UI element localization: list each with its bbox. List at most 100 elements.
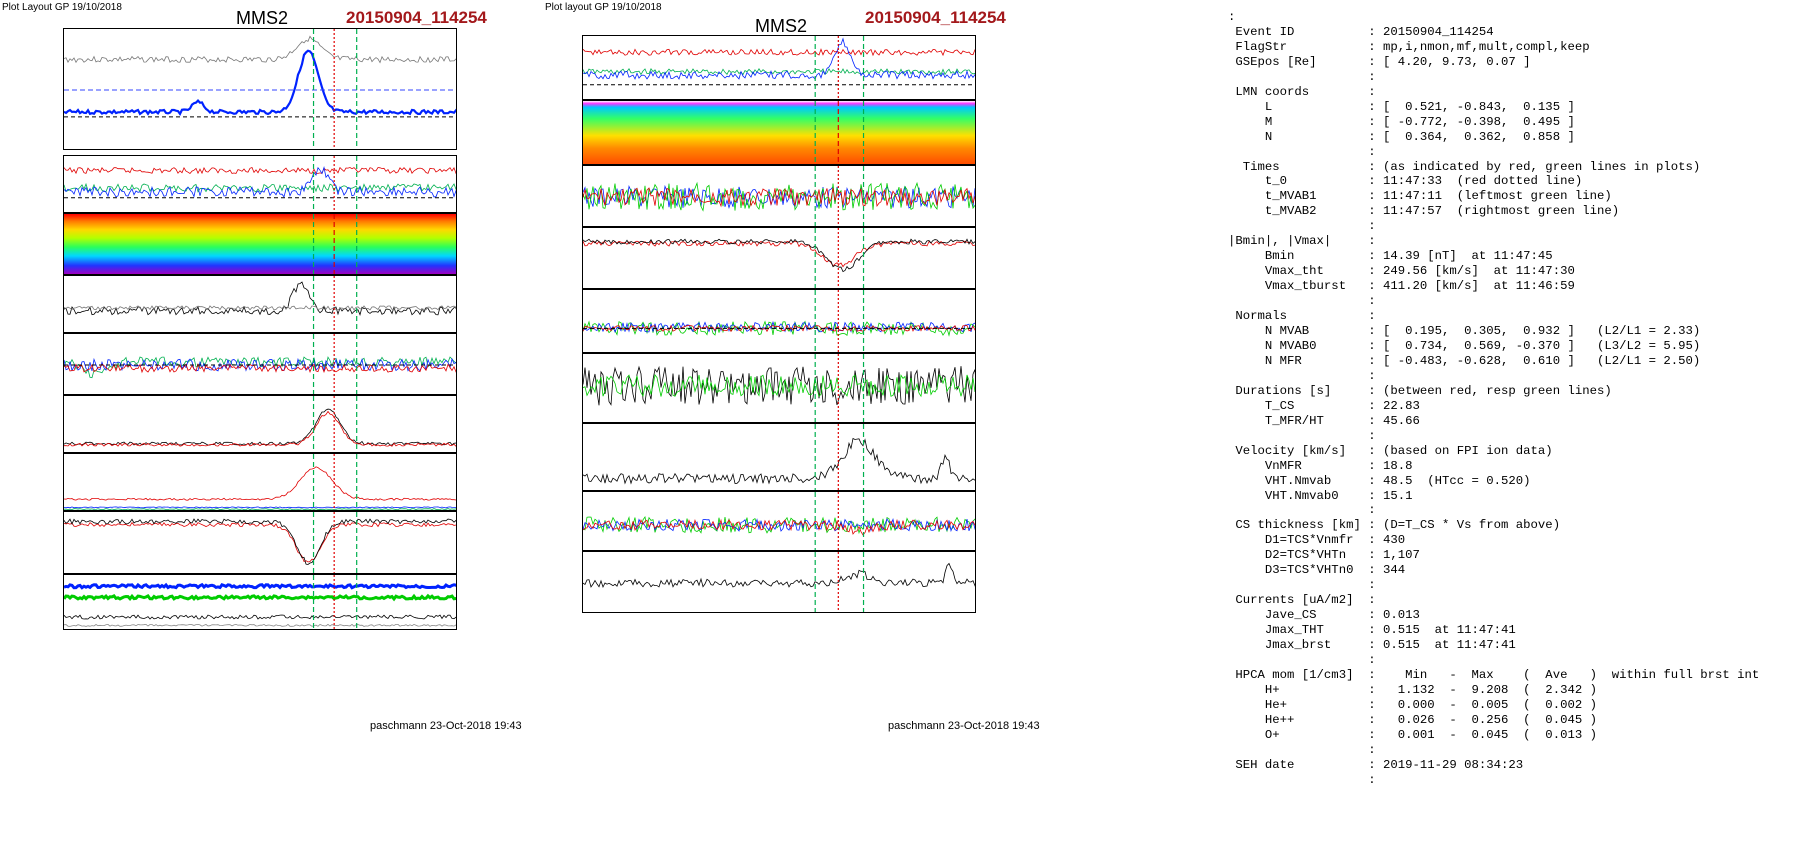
info-line: D3=TCS*VHTn0 : 344 <box>1228 563 1406 578</box>
left-header-note: Plot Layout GP 19/10/2018 <box>2 2 122 13</box>
info-line: GSEpos [Re] : [ 4.20, 9.73, 0.07 ] <box>1228 54 1531 69</box>
info-line: Vmax_tht : 249.56 [km/s] at 11:47:30 <box>1228 264 1575 279</box>
info-line: Normals : <box>1228 309 1376 324</box>
series-line <box>583 365 975 406</box>
info-line: FlagStr : mp,i,nmon,mf,mult,compl,keep <box>1228 39 1590 54</box>
series-line <box>64 49 456 117</box>
chart-panel <box>63 574 457 630</box>
left-event-title: 20150904_114254 <box>346 8 487 27</box>
info-line: |Bmin|, |Vmax| : <box>1228 234 1376 249</box>
info-line: : <box>1228 503 1376 518</box>
panel-traces <box>583 424 975 490</box>
series-line <box>583 437 975 485</box>
chart-panel <box>63 511 457 574</box>
info-line: D1=TCS*Vnmfr : 430 <box>1228 533 1406 548</box>
middle-footer: paschmann 23-Oct-2018 19:43 <box>888 720 1040 732</box>
chart-panel <box>582 100 976 165</box>
series-line <box>583 518 975 536</box>
info-line: Currents [uA/m2] : <box>1228 593 1376 608</box>
chart-panel <box>582 491 976 551</box>
info-line: : <box>1228 772 1376 787</box>
series-line <box>583 187 975 208</box>
chart-panel <box>63 28 457 150</box>
info-line: M : [ -0.772, -0.398, 0.495 ] <box>1228 114 1575 129</box>
series-line <box>64 357 456 372</box>
series-line <box>64 166 456 175</box>
panel-traces <box>583 354 975 422</box>
info-line: t_0 : 11:47:33 (red dotted line) <box>1228 174 1583 189</box>
panel-traces <box>64 276 456 332</box>
chart-panel <box>582 227 976 289</box>
info-line: Jmax_brst : 0.515 at 11:47:41 <box>1228 638 1516 653</box>
panel-traces <box>64 512 456 573</box>
chart-panel <box>582 551 976 613</box>
panel-traces <box>583 290 975 352</box>
info-line: He++ : 0.026 - 0.256 ( 0.045 ) <box>1228 712 1597 727</box>
series-line <box>583 48 975 57</box>
chart-panel <box>63 453 457 511</box>
chart-panel <box>582 35 976 100</box>
series-line <box>64 521 456 563</box>
panel-traces <box>583 228 975 288</box>
panel-traces <box>583 166 975 226</box>
info-line: : <box>1228 652 1376 667</box>
info-line: N MFR : [ -0.483, -0.628, 0.610 ] (L2/L1… <box>1228 353 1701 368</box>
series-line <box>64 35 456 64</box>
info-line: HPCA mom [1/cm3] : Min - Max ( Ave ) wit… <box>1228 667 1760 682</box>
series-line <box>64 408 456 446</box>
chart-panel <box>63 155 457 213</box>
middle-spacecraft-title: MMS2 <box>755 16 808 36</box>
info-line: Velocity [km/s] : (based on FPI ion data… <box>1228 443 1553 458</box>
middle-header-note: Plot layout GP 19/10/2018 <box>545 2 662 13</box>
chart-panel <box>582 423 976 491</box>
info-line: L : [ 0.521, -0.843, 0.135 ] <box>1228 99 1575 114</box>
series-line <box>583 238 975 273</box>
chart-panel <box>63 333 457 395</box>
info-line: t_MVAB1 : 11:47:11 (leftmost green line) <box>1228 189 1612 204</box>
series-line <box>64 508 456 510</box>
panel-traces <box>64 29 456 149</box>
series-line <box>64 281 456 316</box>
left-figure: Plot Layout GP 19/10/2018 MMS2 20150904_… <box>0 0 545 841</box>
spectrogram-overlay <box>814 101 865 164</box>
series-line <box>64 623 456 627</box>
series-line <box>64 165 456 198</box>
panel-traces <box>64 396 456 452</box>
info-line: T_CS : 22.83 <box>1228 398 1420 413</box>
chart-panel <box>582 353 976 423</box>
panel-traces <box>64 156 456 212</box>
info-line: D2=TCS*VHTn : 1,107 <box>1228 548 1420 563</box>
event-info-text: : Event ID : 20150904_114254 FlagStr : m… <box>1228 10 1759 788</box>
panel-traces <box>64 575 456 629</box>
series-line <box>583 240 975 268</box>
series-line <box>583 562 975 589</box>
info-line: Event ID : 20150904_114254 <box>1228 24 1494 39</box>
series-line <box>64 410 456 447</box>
info-line: H+ : 1.132 - 9.208 ( 2.342 ) <box>1228 682 1597 697</box>
panel-traces <box>583 36 975 99</box>
panel-traces <box>583 492 975 550</box>
info-line: SEH date : 2019-11-29 08:34:23 <box>1228 757 1524 772</box>
info-line: : <box>1228 428 1376 443</box>
info-line: : <box>1228 69 1376 84</box>
info-line: t_MVAB2 : 11:47:57 (rightmost green line… <box>1228 204 1620 219</box>
middle-event-title: 20150904_114254 <box>865 8 1006 27</box>
left-footer: paschmann 23-Oct-2018 19:43 <box>370 720 522 732</box>
series-line <box>583 37 975 80</box>
info-line: VHT.Nmvab : 48.5 (HTcc = 0.520) <box>1228 473 1531 488</box>
info-line: T_MFR/HT : 45.66 <box>1228 413 1420 428</box>
series-line <box>64 593 456 602</box>
info-line: Bmin : 14.39 [nT] at 11:47:45 <box>1228 249 1553 264</box>
series-line <box>583 181 975 212</box>
info-line: Vmax_tburst : 411.20 [km/s] at 11:46:59 <box>1228 279 1575 294</box>
info-line: : <box>1228 219 1376 234</box>
info-line: : <box>1228 10 1236 24</box>
series-line <box>64 182 456 193</box>
series-line <box>583 374 975 398</box>
series-line <box>583 324 975 333</box>
info-line: N MVAB0 : [ 0.734, 0.569, -0.370 ] (L3/L… <box>1228 338 1701 353</box>
info-line: Times : (as indicated by red, green line… <box>1228 159 1701 174</box>
info-line: VHT.Nmvab0 : 15.1 <box>1228 488 1413 503</box>
series-line <box>64 506 456 509</box>
spectrogram-overlay <box>312 214 358 274</box>
